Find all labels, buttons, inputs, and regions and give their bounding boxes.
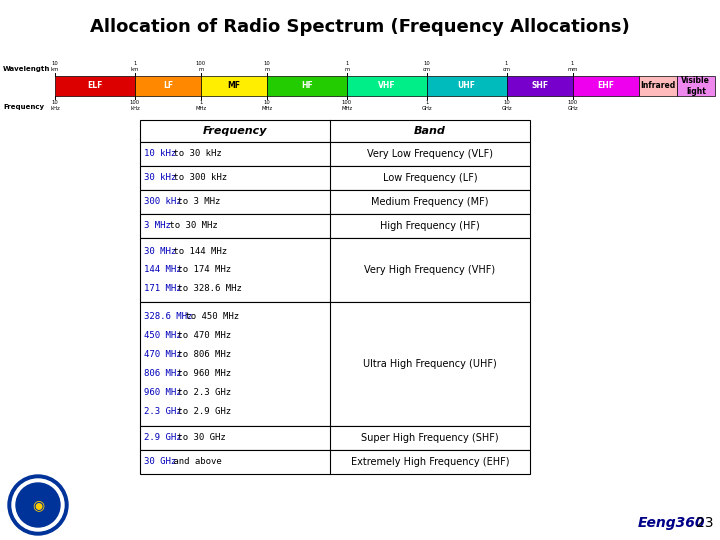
Text: to 470 MHz: to 470 MHz — [172, 331, 231, 340]
Text: Very Low Frequency (VLF): Very Low Frequency (VLF) — [367, 149, 493, 159]
Text: to 174 MHz: to 174 MHz — [172, 266, 231, 274]
Text: SHF: SHF — [531, 82, 548, 91]
Text: Visible
light: Visible light — [681, 76, 711, 96]
Text: 10
GHz: 10 GHz — [501, 100, 512, 111]
Text: 23: 23 — [696, 516, 714, 530]
Text: Ultra High Frequency (UHF): Ultra High Frequency (UHF) — [363, 359, 497, 369]
Text: 300 kHz: 300 kHz — [144, 198, 181, 206]
Text: to 3 MHz: to 3 MHz — [172, 198, 220, 206]
Text: 10
kHz: 10 kHz — [50, 100, 60, 111]
Text: to 30 GHz: to 30 GHz — [172, 434, 226, 442]
Text: 1
GHz: 1 GHz — [421, 100, 432, 111]
Text: 100
GHz: 100 GHz — [567, 100, 578, 111]
Text: 960 MHz: 960 MHz — [144, 388, 181, 397]
Text: UHF: UHF — [458, 82, 476, 91]
Text: 10
MHz: 10 MHz — [261, 100, 272, 111]
Text: Frequency: Frequency — [3, 104, 44, 110]
Bar — [140, 450, 530, 474]
Text: 1
MHz: 1 MHz — [195, 100, 207, 111]
Bar — [55, 76, 135, 96]
Bar — [267, 76, 347, 96]
Bar — [140, 120, 530, 142]
Text: 144 MHz: 144 MHz — [144, 266, 181, 274]
Bar — [677, 76, 715, 96]
Bar — [140, 426, 530, 450]
Text: LF: LF — [163, 82, 173, 91]
Text: to 960 MHz: to 960 MHz — [172, 369, 231, 378]
Text: 1
m: 1 m — [344, 61, 349, 72]
Text: Extremely High Frequency (EHF): Extremely High Frequency (EHF) — [351, 457, 509, 467]
Text: MF: MF — [228, 82, 240, 91]
Bar — [140, 238, 530, 302]
Text: 2.3 GHz: 2.3 GHz — [144, 407, 181, 416]
Text: to 300 kHz: to 300 kHz — [168, 173, 227, 183]
Bar — [201, 76, 267, 96]
Text: 3 MHz: 3 MHz — [144, 221, 171, 231]
Text: 328.6 MHz: 328.6 MHz — [144, 312, 192, 321]
Text: 470 MHz: 470 MHz — [144, 350, 181, 359]
Bar — [507, 76, 572, 96]
Text: Super High Frequency (SHF): Super High Frequency (SHF) — [361, 433, 499, 443]
Text: VHF: VHF — [378, 82, 395, 91]
Text: Wavelength: Wavelength — [3, 66, 50, 72]
Text: Allocation of Radio Spectrum (Frequency Allocations): Allocation of Radio Spectrum (Frequency … — [90, 18, 630, 36]
Text: 1
mm: 1 mm — [567, 61, 578, 72]
Text: 10
m: 10 m — [264, 61, 270, 72]
Text: ◉: ◉ — [32, 498, 44, 512]
Text: to 30 kHz: to 30 kHz — [168, 150, 222, 159]
Text: to 2.3 GHz: to 2.3 GHz — [172, 388, 231, 397]
Text: to 2.9 GHz: to 2.9 GHz — [172, 407, 231, 416]
Text: ELF: ELF — [87, 82, 103, 91]
Bar — [140, 142, 530, 166]
Text: EHF: EHF — [597, 82, 614, 91]
Bar — [135, 76, 201, 96]
Text: Eeng360: Eeng360 — [638, 516, 706, 530]
Bar — [140, 302, 530, 426]
Text: 100
m: 100 m — [196, 61, 206, 72]
Text: 171 MHz: 171 MHz — [144, 284, 181, 293]
Text: Low Frequency (LF): Low Frequency (LF) — [383, 173, 477, 183]
Text: 100
kHz: 100 kHz — [130, 100, 140, 111]
Bar — [639, 76, 677, 96]
Text: 10 kHz: 10 kHz — [144, 150, 176, 159]
Circle shape — [8, 475, 68, 535]
Circle shape — [16, 483, 60, 527]
Bar — [572, 76, 639, 96]
Text: 30 MHz: 30 MHz — [144, 247, 176, 256]
Text: Band: Band — [414, 126, 446, 136]
Text: to 30 MHz: to 30 MHz — [164, 221, 217, 231]
Text: to 450 MHz: to 450 MHz — [180, 312, 239, 321]
Text: 450 MHz: 450 MHz — [144, 331, 181, 340]
Text: HF: HF — [301, 82, 312, 91]
Text: Infrared: Infrared — [640, 82, 675, 91]
Text: to 144 MHz: to 144 MHz — [168, 247, 227, 256]
Text: 30 GHz: 30 GHz — [144, 457, 176, 467]
Text: High Frequency (HF): High Frequency (HF) — [380, 221, 480, 231]
Text: to 328.6 MHz: to 328.6 MHz — [172, 284, 242, 293]
Text: Frequency: Frequency — [203, 126, 267, 136]
Text: 100
MHz: 100 MHz — [341, 100, 352, 111]
Bar — [427, 76, 507, 96]
Text: Very High Frequency (VHF): Very High Frequency (VHF) — [364, 265, 495, 275]
Bar — [140, 214, 530, 238]
Text: 2.9 GHz: 2.9 GHz — [144, 434, 181, 442]
Text: Medium Frequency (MF): Medium Frequency (MF) — [372, 197, 489, 207]
Text: to 806 MHz: to 806 MHz — [172, 350, 231, 359]
Bar — [140, 166, 530, 190]
Text: 10
km: 10 km — [51, 61, 59, 72]
Text: and above: and above — [168, 457, 222, 467]
Text: 806 MHz: 806 MHz — [144, 369, 181, 378]
Bar — [140, 190, 530, 214]
Text: 1
km: 1 km — [131, 61, 139, 72]
Text: 10
cm: 10 cm — [423, 61, 431, 72]
Bar — [347, 76, 427, 96]
Circle shape — [12, 479, 64, 531]
Text: 30 kHz: 30 kHz — [144, 173, 176, 183]
Text: 1
cm: 1 cm — [503, 61, 510, 72]
